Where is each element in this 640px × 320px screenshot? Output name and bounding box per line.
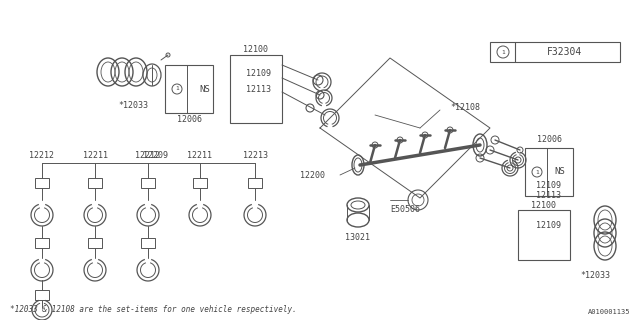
Bar: [193, 178, 207, 188]
Bar: [165, 65, 213, 113]
Text: 12211: 12211: [83, 150, 108, 159]
Text: 12200: 12200: [300, 171, 325, 180]
Text: NS: NS: [555, 167, 565, 177]
Text: 1: 1: [175, 86, 179, 92]
Bar: [35, 290, 49, 300]
Text: 12100: 12100: [531, 201, 557, 210]
Bar: [35, 178, 49, 188]
Text: 12209: 12209: [143, 150, 168, 159]
Bar: [525, 148, 573, 196]
Text: 1: 1: [535, 170, 539, 174]
Text: *12108: *12108: [450, 102, 480, 111]
Text: 12109: 12109: [536, 220, 561, 229]
Bar: [230, 55, 282, 123]
Bar: [490, 42, 620, 62]
Text: 12109: 12109: [246, 68, 271, 77]
Text: NS: NS: [200, 84, 211, 93]
Text: F32304: F32304: [547, 47, 582, 57]
Bar: [248, 178, 262, 188]
Text: 12212: 12212: [29, 150, 54, 159]
Text: 12006: 12006: [177, 116, 202, 124]
Text: 12212: 12212: [136, 150, 161, 159]
Text: 12213: 12213: [243, 150, 268, 159]
Bar: [88, 178, 102, 188]
Text: *12033 & 12108 are the set-items for one vehicle respectively.: *12033 & 12108 are the set-items for one…: [10, 306, 297, 315]
Text: 12113: 12113: [536, 190, 561, 199]
Text: 1: 1: [501, 50, 505, 54]
Bar: [35, 238, 49, 248]
Bar: [141, 238, 155, 248]
Bar: [141, 178, 155, 188]
Bar: [88, 238, 102, 248]
Text: 12100: 12100: [243, 45, 269, 54]
Text: E50506: E50506: [390, 205, 420, 214]
Text: 12006: 12006: [536, 135, 561, 145]
Text: 12113: 12113: [246, 85, 271, 94]
Text: 12109: 12109: [536, 180, 561, 189]
Text: 13021: 13021: [346, 234, 371, 243]
Text: 12211: 12211: [188, 150, 212, 159]
Text: *12033: *12033: [118, 100, 148, 109]
Text: *12033: *12033: [580, 270, 610, 279]
Bar: [518, 210, 570, 260]
Text: A010001135: A010001135: [588, 309, 630, 315]
